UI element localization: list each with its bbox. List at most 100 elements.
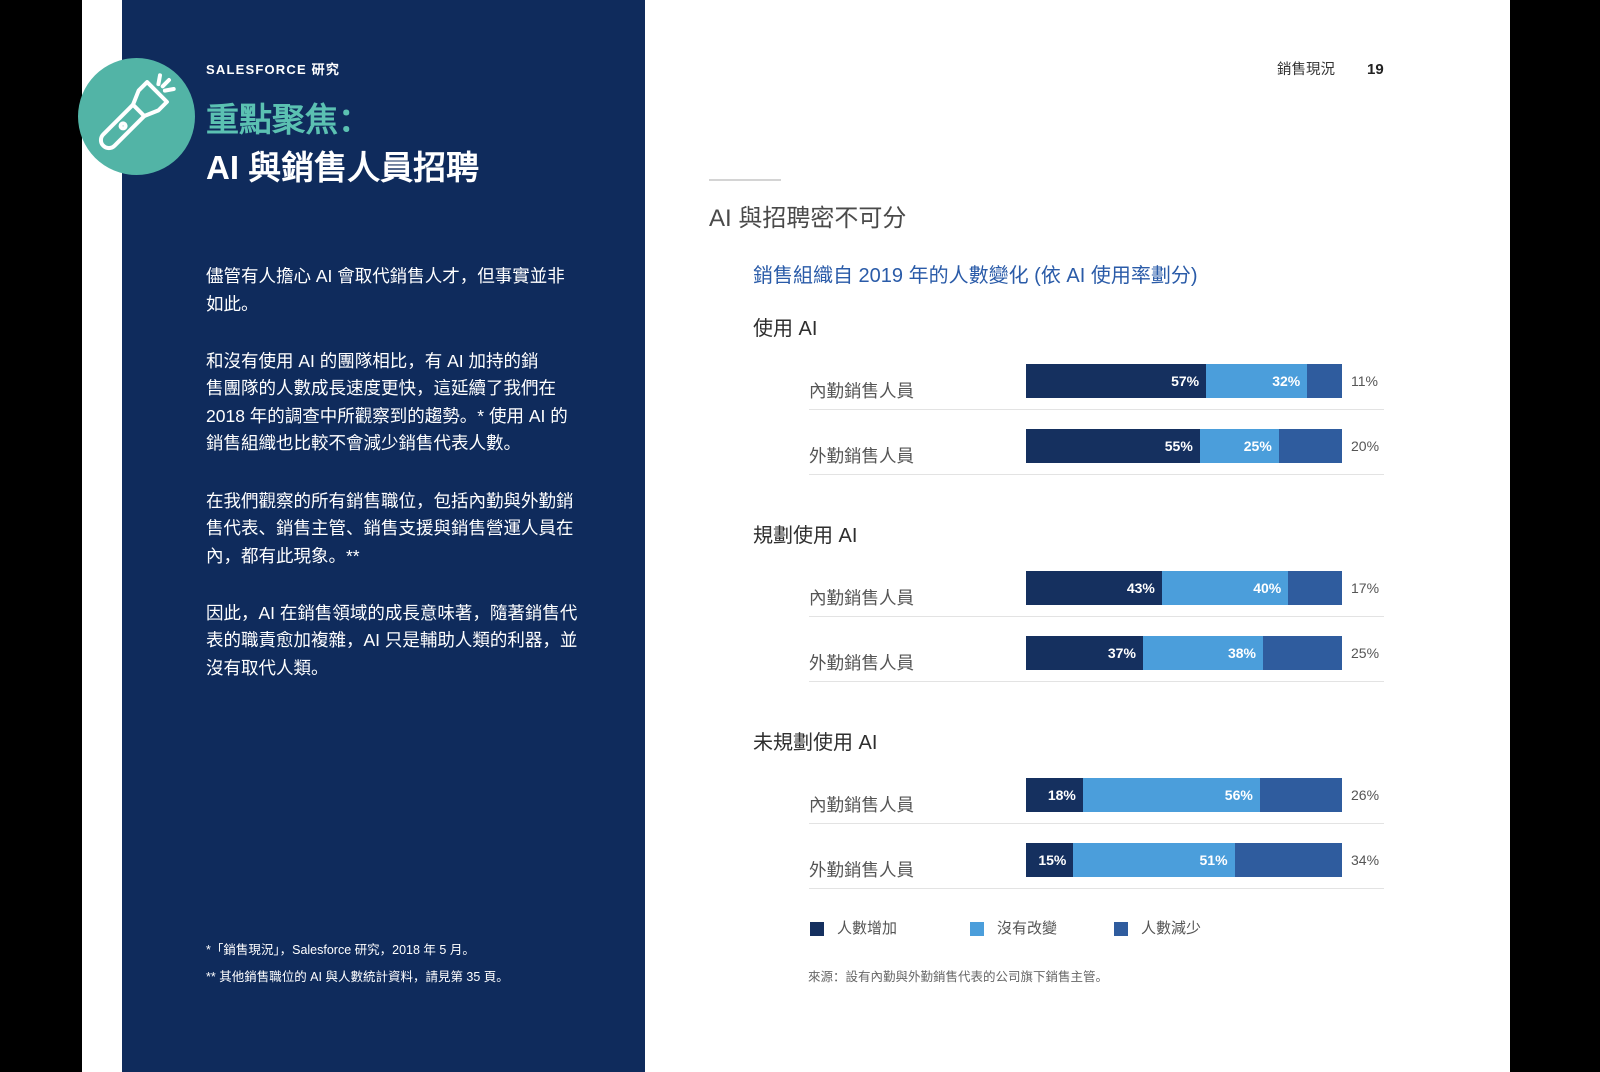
chart-row: 外勤銷售人員 55% 25% 20% (809, 410, 1384, 475)
bar-value-label-outside: 17% (1351, 580, 1380, 596)
body-line: 如此。 (206, 293, 259, 314)
chart-row: 內勤銷售人員 18% 56% 26% (809, 759, 1384, 824)
bar-value-label: 56% (1224, 787, 1253, 803)
chart-row-label: 內勤銷售人員 (809, 587, 914, 608)
flashlight-head (130, 80, 169, 119)
body-line: 銷售組織也比較不會減少銷售代表人數。 (206, 433, 521, 454)
bar-segment-no-change: 51% (1073, 843, 1235, 877)
page-number: 19 (1367, 61, 1384, 78)
bar-segment-increase: 18% (1026, 778, 1083, 812)
eyebrow-label: SALESFORCE 研究 (206, 62, 341, 77)
body-paragraph: 因此，AI 在銷售領域的成長意味著，隨著銷售代 表的職責愈加複雜，AI 只是輔助… (206, 600, 636, 683)
feature-subtitle: AI 與銷售人員招聘 (206, 149, 480, 186)
bar-value-label-outside: 34% (1351, 852, 1380, 868)
heading-rule (709, 179, 781, 181)
bar-value-label: 55% (1164, 438, 1193, 454)
stacked-bar: 43% 40% (1026, 571, 1342, 605)
chart-group: 規劃使用 AI 內勤銷售人員 43% 40% 17% 外勤銷售人員 37% 38% 25% (753, 524, 1393, 682)
chart-title: 銷售組織自 2019 年的人數變化 (依 AI 使用率劃分) (753, 265, 1198, 287)
flashlight-badge (78, 58, 195, 175)
chart-row: 內勤銷售人員 43% 40% 17% (809, 552, 1384, 617)
bar-segment-decrease (1278, 429, 1342, 463)
chart-row: 內勤銷售人員 57% 32% 11% (809, 345, 1384, 410)
stacked-bar: 15% 51% (1026, 843, 1342, 877)
bar-segment-decrease (1307, 364, 1342, 398)
bar-segment-no-change: 25% (1199, 429, 1279, 463)
chart-group-title: 規劃使用 AI (753, 524, 858, 547)
bar-segment-no-change: 40% (1161, 571, 1289, 605)
stacked-bar: 18% 56% (1026, 778, 1342, 812)
chart-row-label: 內勤銷售人員 (809, 380, 914, 401)
bar-value-label: 51% (1199, 852, 1228, 868)
body-line: 2018 年的調查中所觀察到的趨勢。* 使用 AI 的 (206, 405, 568, 426)
body-line: 內，都有此現象。** (206, 545, 360, 566)
bar-value-label: 32% (1272, 373, 1301, 389)
bar-segment-increase: 57% (1026, 364, 1207, 398)
stacked-bar: 57% 32% (1026, 364, 1342, 398)
legend-item: 人數增加 (810, 919, 897, 939)
chart-row-label: 外勤銷售人員 (809, 445, 914, 466)
body-paragraph: 和沒有使用 AI 的團隊相比，有 AI 加持的銷 售團隊的人數成長速度更快，這延… (206, 348, 636, 458)
legend-item: 人數減少 (1114, 919, 1201, 939)
body-text: 儘管有人擔心 AI 會取代銷售人才，但事實並非 如此。 和沒有使用 AI 的團隊… (206, 263, 636, 712)
bar-segment-no-change: 56% (1082, 778, 1260, 812)
chart-group-title: 使用 AI (753, 317, 818, 340)
bar-segment-increase: 43% (1026, 571, 1162, 605)
running-head-section: 銷售現況 (1277, 62, 1335, 78)
legend-swatch (1114, 922, 1128, 936)
light-ray (156, 73, 162, 87)
light-ray (162, 87, 176, 93)
stacked-bar: 55% 25% (1026, 429, 1342, 463)
bar-value-label-outside: 25% (1351, 645, 1380, 661)
bar-value-label: 40% (1253, 580, 1282, 596)
legend-label: 人數減少 (1141, 920, 1202, 937)
bar-value-label-outside: 26% (1351, 787, 1380, 803)
body-line: 售代表、銷售主管、銷售支援與銷售營運人員在 (206, 518, 574, 539)
body-line: 沒有取代人類。 (206, 658, 329, 679)
bar-value-label-outside: 11% (1351, 373, 1378, 389)
legend-item: 沒有改變 (970, 919, 1057, 939)
light-ray (160, 78, 171, 89)
chart-group: 未規劃使用 AI 內勤銷售人員 18% 56% 26% 外勤銷售人員 15% 51% 34% (753, 731, 1393, 889)
legend-label: 人數增加 (837, 920, 898, 937)
flashlight-icon (98, 73, 176, 151)
flashlight-handle (98, 102, 147, 151)
body-line: 表的職責愈加複雜，AI 只是輔助人類的利器，並 (206, 630, 578, 651)
legend-swatch (810, 922, 824, 936)
legend-swatch (970, 922, 984, 936)
body-line: 在我們觀察的所有銷售職位，包括內勤與外勤銷 (206, 490, 574, 511)
stacked-bar: 37% 38% (1026, 636, 1342, 670)
body-line: 儘管有人擔心 AI 會取代銷售人才，但事實並非 (206, 266, 565, 286)
chart-row-label: 外勤銷售人員 (809, 859, 914, 880)
body-paragraph: 在我們觀察的所有銷售職位，包括內勤與外勤銷 售代表、銷售主管、銷售支援與銷售營運… (206, 488, 636, 571)
sidebar-panel (122, 0, 645, 1072)
bar-segment-no-change: 38% (1142, 636, 1263, 670)
body-line: 因此，AI 在銷售領域的成長意味著，隨著銷售代 (206, 602, 578, 623)
feature-title: 重點聚焦： (206, 101, 371, 138)
legend-label: 沒有改變 (997, 920, 1058, 937)
body-line: 和沒有使用 AI 的團隊相比，有 AI 加持的銷 (206, 350, 539, 371)
chart-row: 外勤銷售人員 37% 38% 25% (809, 617, 1384, 682)
bar-segment-no-change: 32% (1206, 364, 1308, 398)
bar-value-label: 15% (1038, 852, 1067, 868)
bar-value-label: 37% (1107, 645, 1136, 661)
bar-value-label: 57% (1171, 373, 1200, 389)
footnote: ** 其他銷售職位的 AI 與人數統計資料，請見第 35 頁。 (206, 969, 509, 984)
bar-value-label: 25% (1243, 438, 1272, 454)
section-heading: AI 與招聘密不可分 (709, 205, 907, 232)
chart-row: 外勤銷售人員 15% 51% 34% (809, 824, 1384, 889)
chart-row-label: 外勤銷售人員 (809, 652, 914, 673)
bar-segment-decrease (1288, 571, 1342, 605)
bar-segment-decrease (1259, 778, 1342, 812)
footnotes: *「銷售現況」，Salesforce 研究，2018 年 5 月。 ** 其他銷… (206, 937, 509, 991)
flashlight-button (118, 121, 128, 131)
bar-value-label: 43% (1126, 580, 1155, 596)
body-paragraph: 儘管有人擔心 AI 會取代銷售人才，但事實並非 如此。 (206, 263, 636, 318)
source-note: 來源：設有內勤與外勤銷售代表的公司旗下銷售主管。 (808, 970, 1109, 984)
bar-segment-increase: 37% (1026, 636, 1143, 670)
bar-segment-decrease (1234, 843, 1342, 877)
bar-segment-increase: 55% (1026, 429, 1200, 463)
body-line: 售團隊的人數成長速度更快，這延續了我們在 (206, 378, 556, 399)
bar-segment-increase: 15% (1026, 843, 1074, 877)
bar-value-label: 18% (1047, 787, 1076, 803)
